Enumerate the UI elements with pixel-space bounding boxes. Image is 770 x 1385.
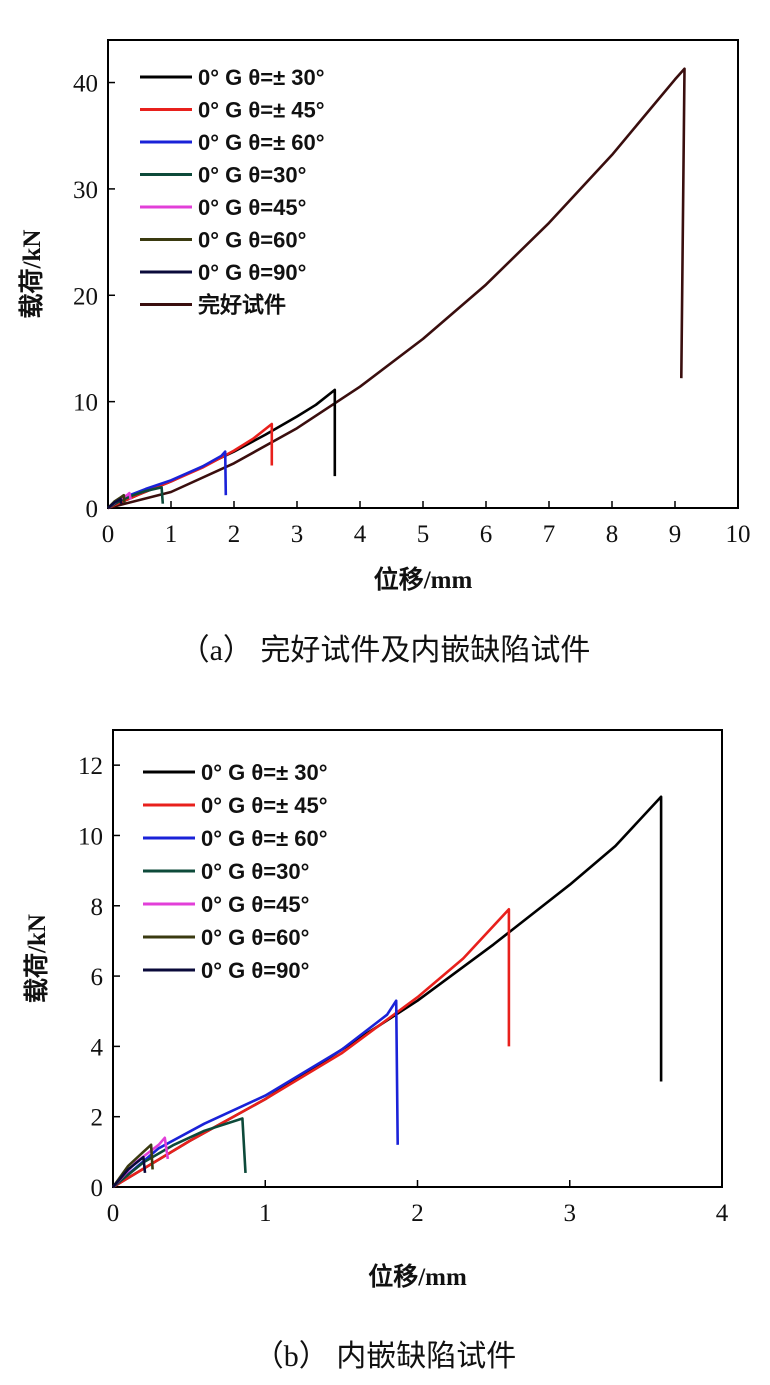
x-tick-label: 4: [716, 1200, 729, 1227]
legend-label: 0° G θ=90°: [198, 260, 306, 285]
legend-label: 0° G θ=± 60°: [198, 130, 325, 155]
y-tick-label: 8: [91, 894, 104, 921]
legend-label: 0° G θ=± 60°: [201, 826, 328, 851]
y-tick-label: 4: [91, 1034, 104, 1061]
legend-label: 0° G θ=± 45°: [198, 98, 325, 123]
y-tick-label: 6: [91, 964, 104, 991]
series-line-b-4: [112, 1117, 247, 1189]
figure-caption: （b） 内嵌缺陷试件: [254, 1340, 517, 1373]
figure-caption: （a） 完好试件及内嵌缺陷试件: [180, 634, 591, 667]
y-tick-label: 20: [73, 283, 98, 310]
x-tick-label: 3: [564, 1200, 577, 1227]
y-tick-label: 10: [73, 390, 98, 417]
legend-label: 0° G θ=30°: [201, 859, 309, 884]
x-tick-label: 4: [354, 521, 367, 548]
legend-label: 0° G θ=45°: [201, 892, 309, 917]
series-line-a-4: [107, 486, 165, 510]
x-tick-label: 1: [165, 521, 178, 548]
x-tick-label: 9: [669, 521, 682, 548]
legend-label: 0° G θ=60°: [198, 228, 306, 253]
y-tick-label: 30: [73, 177, 98, 204]
x-tick-label: 2: [411, 1200, 424, 1227]
x-tick-label: 5: [417, 521, 430, 548]
legend-label: 0° G θ=90°: [201, 958, 309, 983]
legend-label: 0° G θ=± 30°: [198, 65, 325, 90]
series-line-a-8: [107, 67, 686, 510]
x-tick-label: 7: [543, 521, 556, 548]
y-axis-label: 载荷/kN: [18, 230, 46, 319]
x-tick-label: 0: [102, 521, 115, 548]
series-line-a-7: [107, 497, 123, 509]
legend-label: 0° G θ=60°: [201, 925, 309, 950]
series-line-b-2: [112, 908, 511, 1189]
x-tick-label: 0: [107, 1200, 120, 1227]
x-tick-label: 1: [259, 1200, 272, 1227]
x-tick-label: 6: [480, 521, 493, 548]
series-line-b-3: [112, 999, 399, 1188]
x-tick-label: 3: [291, 521, 304, 548]
x-axis-label: 位移/mm: [374, 565, 473, 594]
y-tick-label: 2: [91, 1105, 104, 1132]
x-tick-label: 8: [606, 521, 619, 548]
y-tick-label: 0: [86, 496, 99, 523]
x-tick-label: 10: [726, 521, 751, 548]
y-axis-label: 载荷/kN: [23, 914, 51, 1003]
y-tick-label: 0: [91, 1175, 104, 1202]
chart-a: 0 1 2 3 4 5 6 7 8 9 10 0 10 20 30 40 位移/mm 载荷/kN （a） 完好试件及…: [18, 39, 751, 667]
series-line-b-6: [111, 1143, 154, 1188]
legend-label: 完好试件: [198, 293, 286, 318]
series-line-b-7: [112, 1155, 147, 1188]
legend-label: 0° G θ=30°: [198, 163, 306, 188]
x-tick-label: 2: [228, 521, 241, 548]
y-tick-label: 12: [78, 753, 103, 780]
legend-label: 0° G θ=45°: [198, 195, 306, 220]
legend-label: 0° G θ=± 30°: [201, 760, 328, 785]
x-axis-label: 位移/mm: [368, 1262, 467, 1291]
y-tick-label: 10: [78, 823, 103, 850]
y-tick-label: 40: [73, 71, 98, 98]
legend-label: 0° G θ=± 45°: [201, 793, 328, 818]
